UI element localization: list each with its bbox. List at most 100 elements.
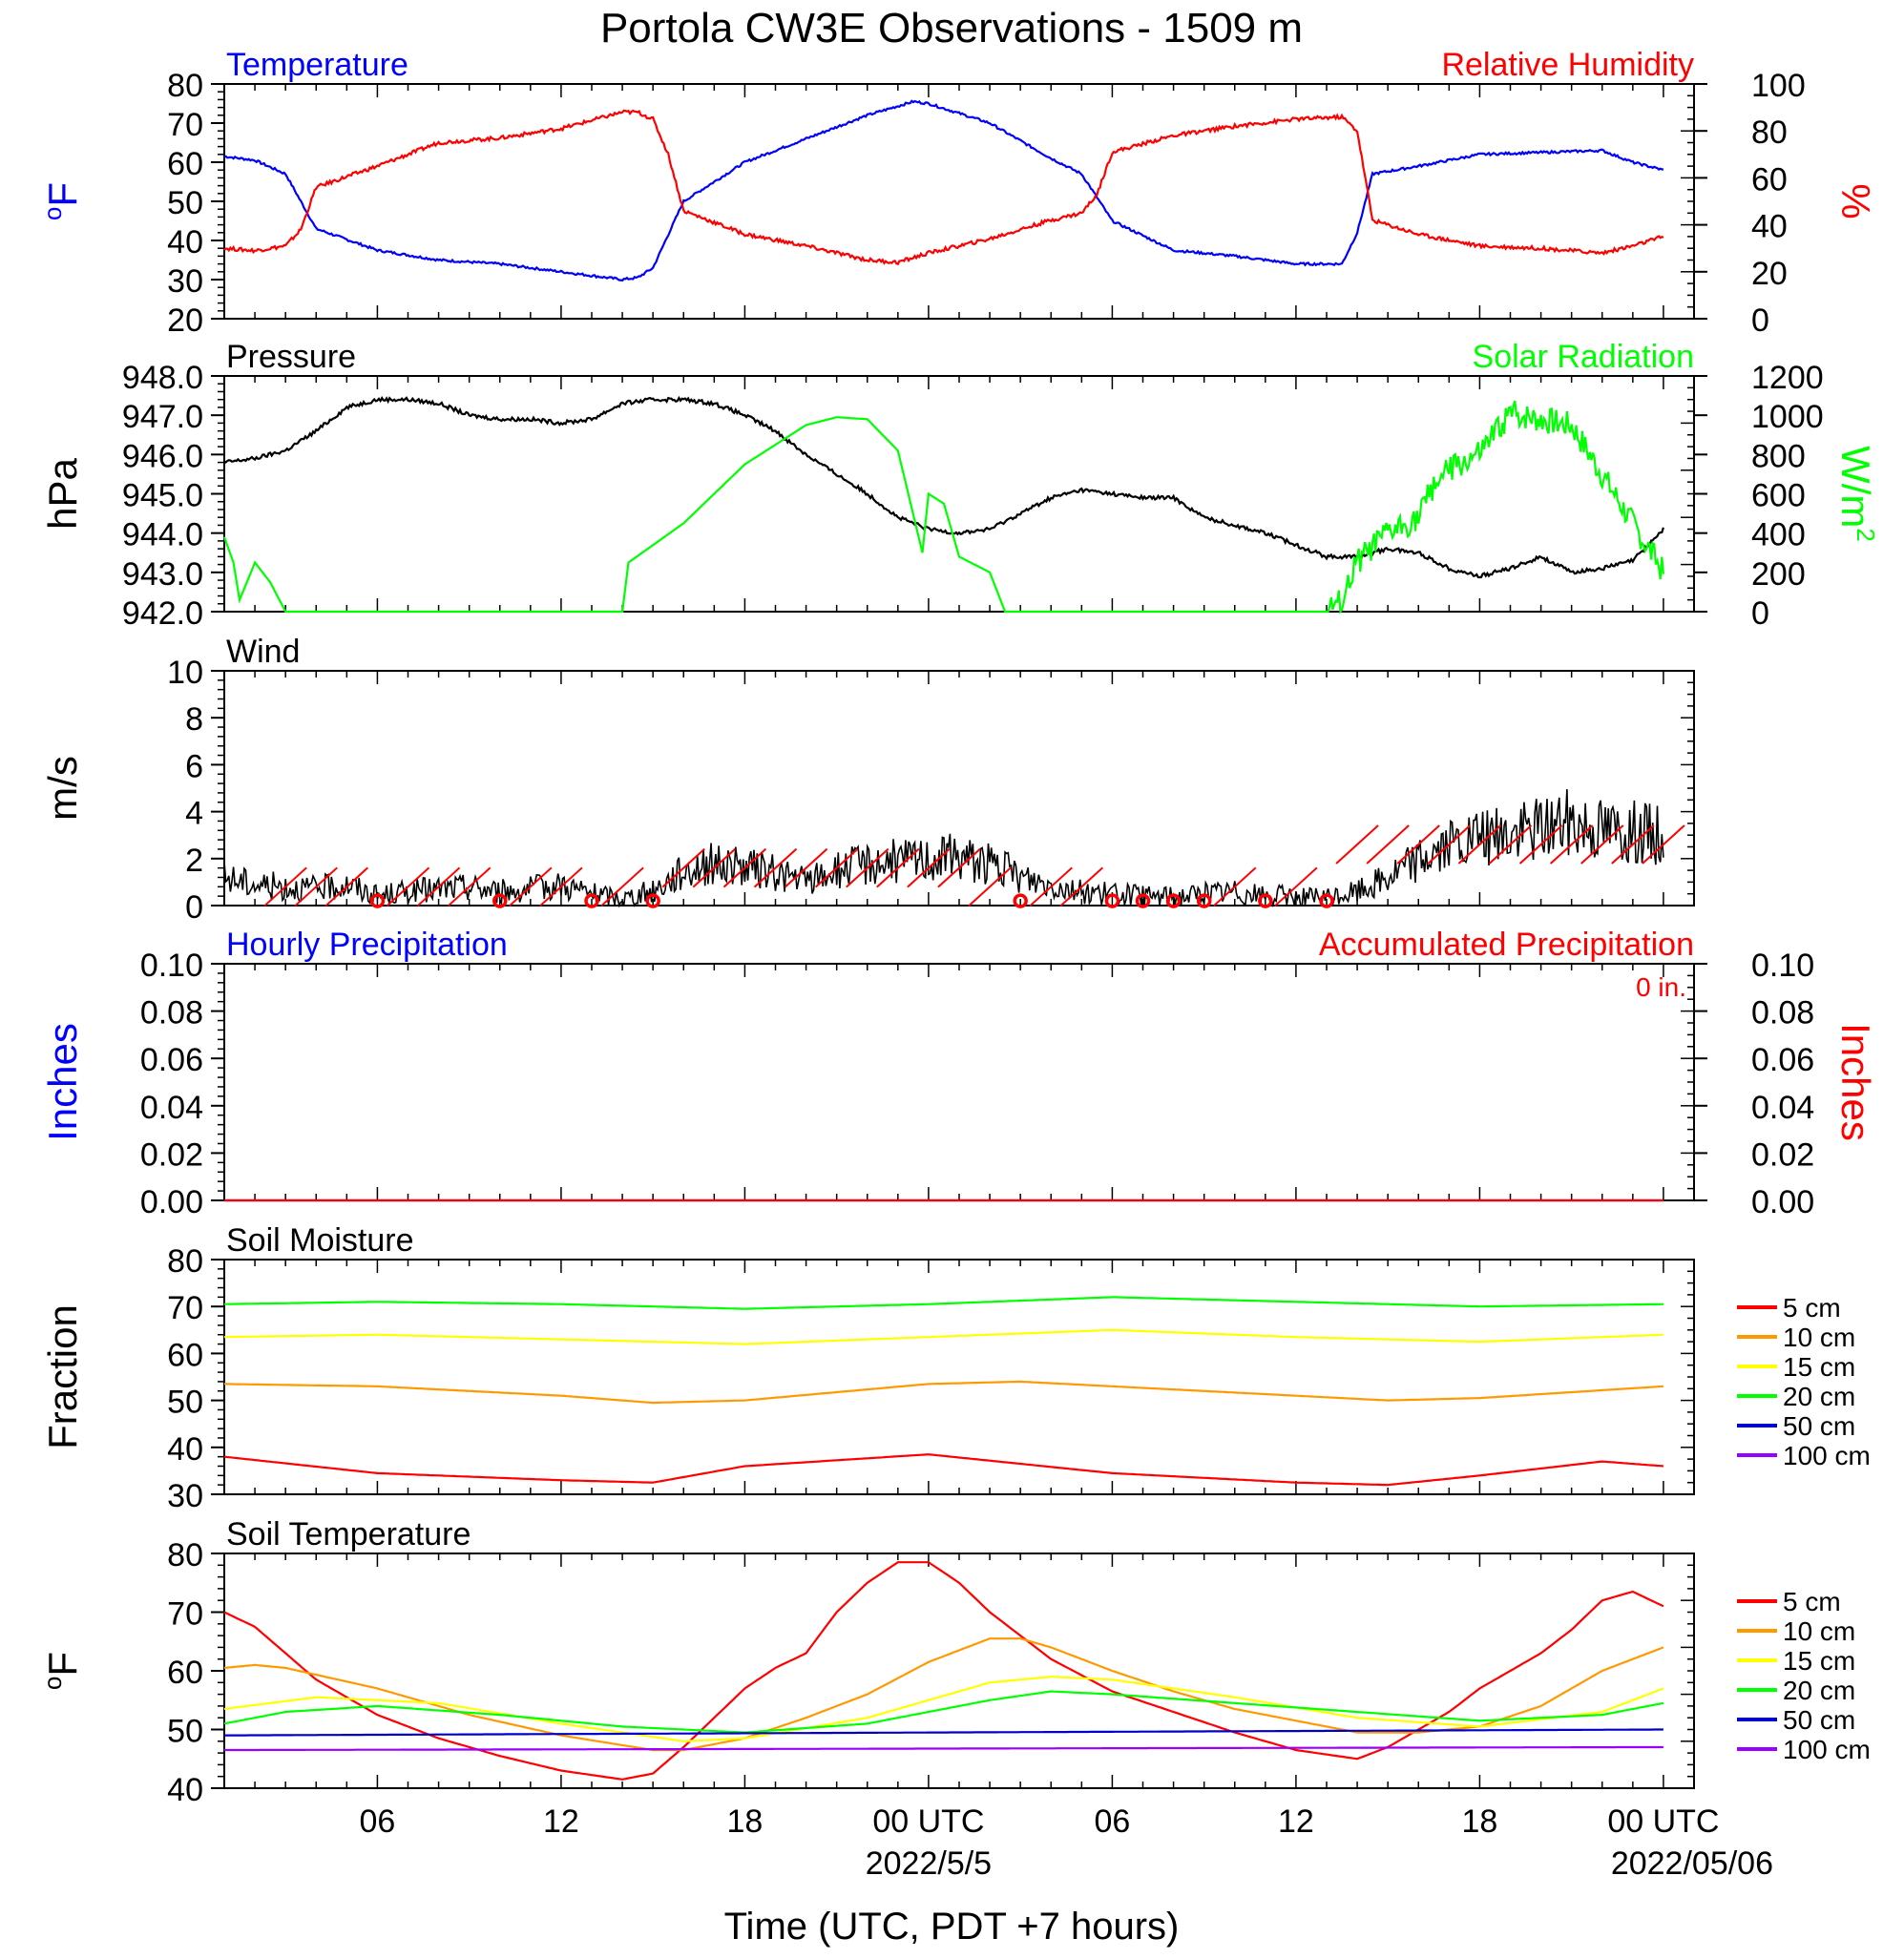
wind-barb (324, 866, 369, 907)
left-tick-label: 30 (167, 263, 203, 300)
wind-barb (447, 866, 492, 907)
calm-wind-marker (1165, 893, 1182, 908)
right-tick-label: 200 (1751, 556, 1806, 593)
panel-wind: 0 2 4 6 8 10 Wind m/s (40, 634, 1695, 926)
left-tick-label: 80 (167, 1537, 203, 1573)
right-tick-label: 0 (1751, 302, 1769, 339)
wind-barb (1611, 824, 1655, 865)
left-tick-label: 70 (167, 1596, 203, 1633)
wind-barb (539, 866, 583, 907)
panel-precipitation: 0.00 0.02 0.04 0.06 0.08 0.10 0.00 0.02 0.04 0.06… (40, 927, 1878, 1220)
left-tick-label: 942.0 (122, 595, 203, 632)
right-tick-label: 0.10 (1751, 948, 1814, 984)
right-tick-label: 1200 (1751, 360, 1824, 396)
wind-barb (846, 847, 889, 888)
right-tick-label: 800 (1751, 438, 1806, 474)
wind-barb (294, 866, 338, 907)
wind-barb (784, 847, 828, 888)
legend-label: 50 cm (1783, 1411, 1855, 1441)
right-tick-label: 400 (1751, 517, 1806, 553)
right-axis-label: Inches (1833, 1023, 1878, 1141)
left-tick-label: 40 (167, 224, 203, 261)
calm-wind-marker (1196, 893, 1212, 908)
calm-wind-marker (584, 893, 599, 908)
series-line-pressure (223, 395, 1664, 579)
right-tick-label: 1000 (1751, 399, 1824, 435)
left-tick-label: 70 (167, 1290, 203, 1326)
right-tick-label: 40 (1751, 209, 1788, 245)
series-line-wind (223, 789, 1664, 908)
series-line-20-cm (224, 1296, 1663, 1310)
left-tick-label: 4 (185, 796, 203, 832)
panel-right-title: Accumulated Precipitation (1319, 927, 1694, 963)
panel-annotation: 0 in. (1636, 972, 1686, 1002)
x-tick-label: 18 (727, 1803, 764, 1840)
calm-wind-marker (1013, 893, 1028, 908)
wind-barb (1642, 824, 1685, 865)
left-tick-label: 80 (167, 1243, 203, 1280)
wind-barb (937, 847, 981, 888)
wind-barb (814, 847, 859, 888)
wind-barb (1457, 824, 1502, 865)
left-tick-label: 6 (185, 748, 203, 784)
right-axis-label: W/m2 (1833, 446, 1880, 542)
left-tick-label: 946.0 (122, 438, 203, 474)
legend-label: 20 cm (1783, 1382, 1855, 1411)
series-line-temperature (224, 99, 1664, 282)
panel-frame (223, 963, 1695, 1201)
panel-left-title: Temperature (226, 47, 408, 83)
legend-label: 100 cm (1783, 1735, 1871, 1764)
calm-wind-marker (1319, 893, 1334, 908)
right-tick-label: 80 (1751, 115, 1788, 151)
wind-barb (1518, 824, 1563, 865)
right-tick-label: 0.04 (1751, 1090, 1814, 1126)
calm-wind-marker (1104, 893, 1120, 908)
panel-right-title: Solar Radiation (1473, 339, 1694, 375)
wind-barb (753, 847, 798, 888)
right-tick-label: 0.08 (1751, 995, 1814, 1032)
left-axis-label: oF (38, 182, 85, 220)
left-tick-label: 40 (167, 1772, 203, 1808)
left-tick-label: 50 (167, 1385, 203, 1421)
left-tick-label: 8 (185, 701, 203, 738)
panel-frame (223, 83, 1695, 320)
calm-wind-marker (645, 893, 660, 908)
left-tick-label: 0.02 (140, 1136, 203, 1173)
series-line-relative-humidity (223, 109, 1664, 266)
wind-barb (661, 847, 705, 888)
chart-title: Portola CW3E Observations - 1509 m (600, 5, 1303, 52)
right-tick-label: 0.00 (1751, 1184, 1814, 1220)
left-tick-label: 0.04 (140, 1090, 203, 1126)
calm-wind-marker (369, 893, 386, 908)
x-axis-label: Time (UTC, PDT +7 hours) (724, 1906, 1180, 1948)
series-line-20-cm (223, 1690, 1664, 1734)
series-line-50-cm (223, 1728, 1663, 1737)
x-tick-label: 12 (1278, 1803, 1314, 1840)
x-tick-date-label: 2022/05/06 (1611, 1845, 1773, 1882)
panel-left-title: Soil Temperature (226, 1516, 471, 1553)
legend-label: 10 cm (1783, 1323, 1855, 1352)
x-tick-label: 00 UTC (872, 1803, 984, 1840)
series-line-15-cm (223, 1676, 1664, 1742)
left-tick-label: 2 (185, 843, 203, 879)
wind-barb (1549, 824, 1594, 865)
left-axis-label: Inches (40, 1023, 85, 1141)
x-tick-date-label: 2022/5/5 (866, 1845, 992, 1882)
left-axis-label: Fraction (40, 1304, 85, 1449)
wind-barb (1427, 824, 1472, 865)
wind-barb (1059, 866, 1104, 907)
left-tick-label: 943.0 (122, 556, 203, 593)
wind-barb (509, 866, 553, 907)
left-tick-label: 944.0 (122, 517, 203, 553)
left-tick-label: 50 (167, 185, 203, 221)
x-tick-label: 06 (1095, 1803, 1131, 1840)
left-tick-label: 10 (167, 655, 203, 691)
series-line-15-cm (223, 1328, 1663, 1345)
x-tick-label: 12 (543, 1803, 579, 1840)
legend-label: 15 cm (1783, 1352, 1855, 1382)
panel-left-title: Soil Moisture (226, 1222, 414, 1259)
wind-barb (416, 866, 461, 907)
